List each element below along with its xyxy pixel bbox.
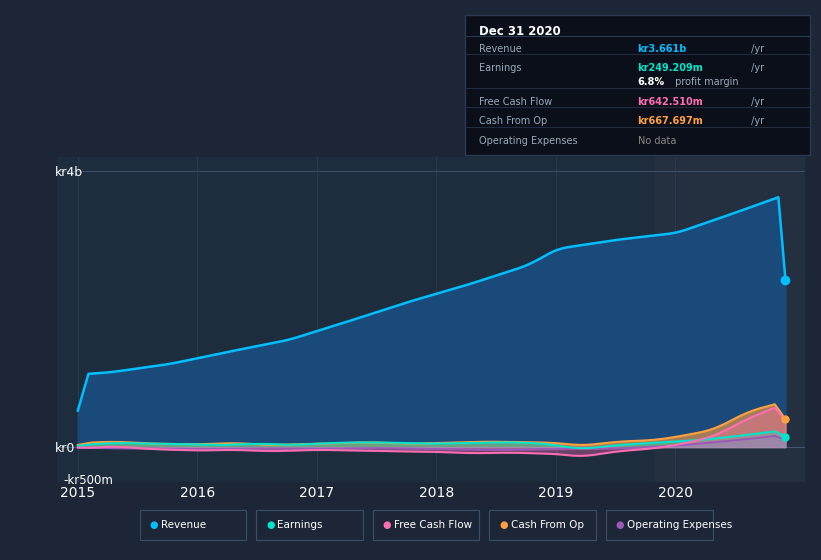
Text: Free Cash Flow: Free Cash Flow <box>479 97 552 107</box>
Text: ●: ● <box>499 520 507 530</box>
Text: Cash From Op: Cash From Op <box>511 520 584 530</box>
Text: kr249.209m: kr249.209m <box>637 63 704 73</box>
Text: ●: ● <box>266 520 274 530</box>
Text: Earnings: Earnings <box>277 520 323 530</box>
Text: ●: ● <box>383 520 391 530</box>
Text: /yr: /yr <box>748 116 764 127</box>
Text: 6.8%: 6.8% <box>637 77 665 87</box>
Text: kr642.510m: kr642.510m <box>637 97 704 107</box>
Text: Cash From Op: Cash From Op <box>479 116 547 127</box>
Text: /yr: /yr <box>748 97 764 107</box>
Text: /yr: /yr <box>748 44 764 54</box>
Text: Revenue: Revenue <box>161 520 206 530</box>
Text: Dec 31 2020: Dec 31 2020 <box>479 25 561 38</box>
Text: No data: No data <box>637 136 676 146</box>
Text: Operating Expenses: Operating Expenses <box>627 520 732 530</box>
Text: ●: ● <box>149 520 158 530</box>
Text: Operating Expenses: Operating Expenses <box>479 136 577 146</box>
Text: /yr: /yr <box>748 63 764 73</box>
Text: profit margin: profit margin <box>672 77 739 87</box>
Text: -kr500m: -kr500m <box>63 474 113 487</box>
Text: kr667.697m: kr667.697m <box>637 116 704 127</box>
Text: kr3.661b: kr3.661b <box>637 44 687 54</box>
Text: Free Cash Flow: Free Cash Flow <box>394 520 472 530</box>
Text: ●: ● <box>616 520 624 530</box>
Bar <box>655 157 805 482</box>
Text: Earnings: Earnings <box>479 63 521 73</box>
Text: Revenue: Revenue <box>479 44 521 54</box>
